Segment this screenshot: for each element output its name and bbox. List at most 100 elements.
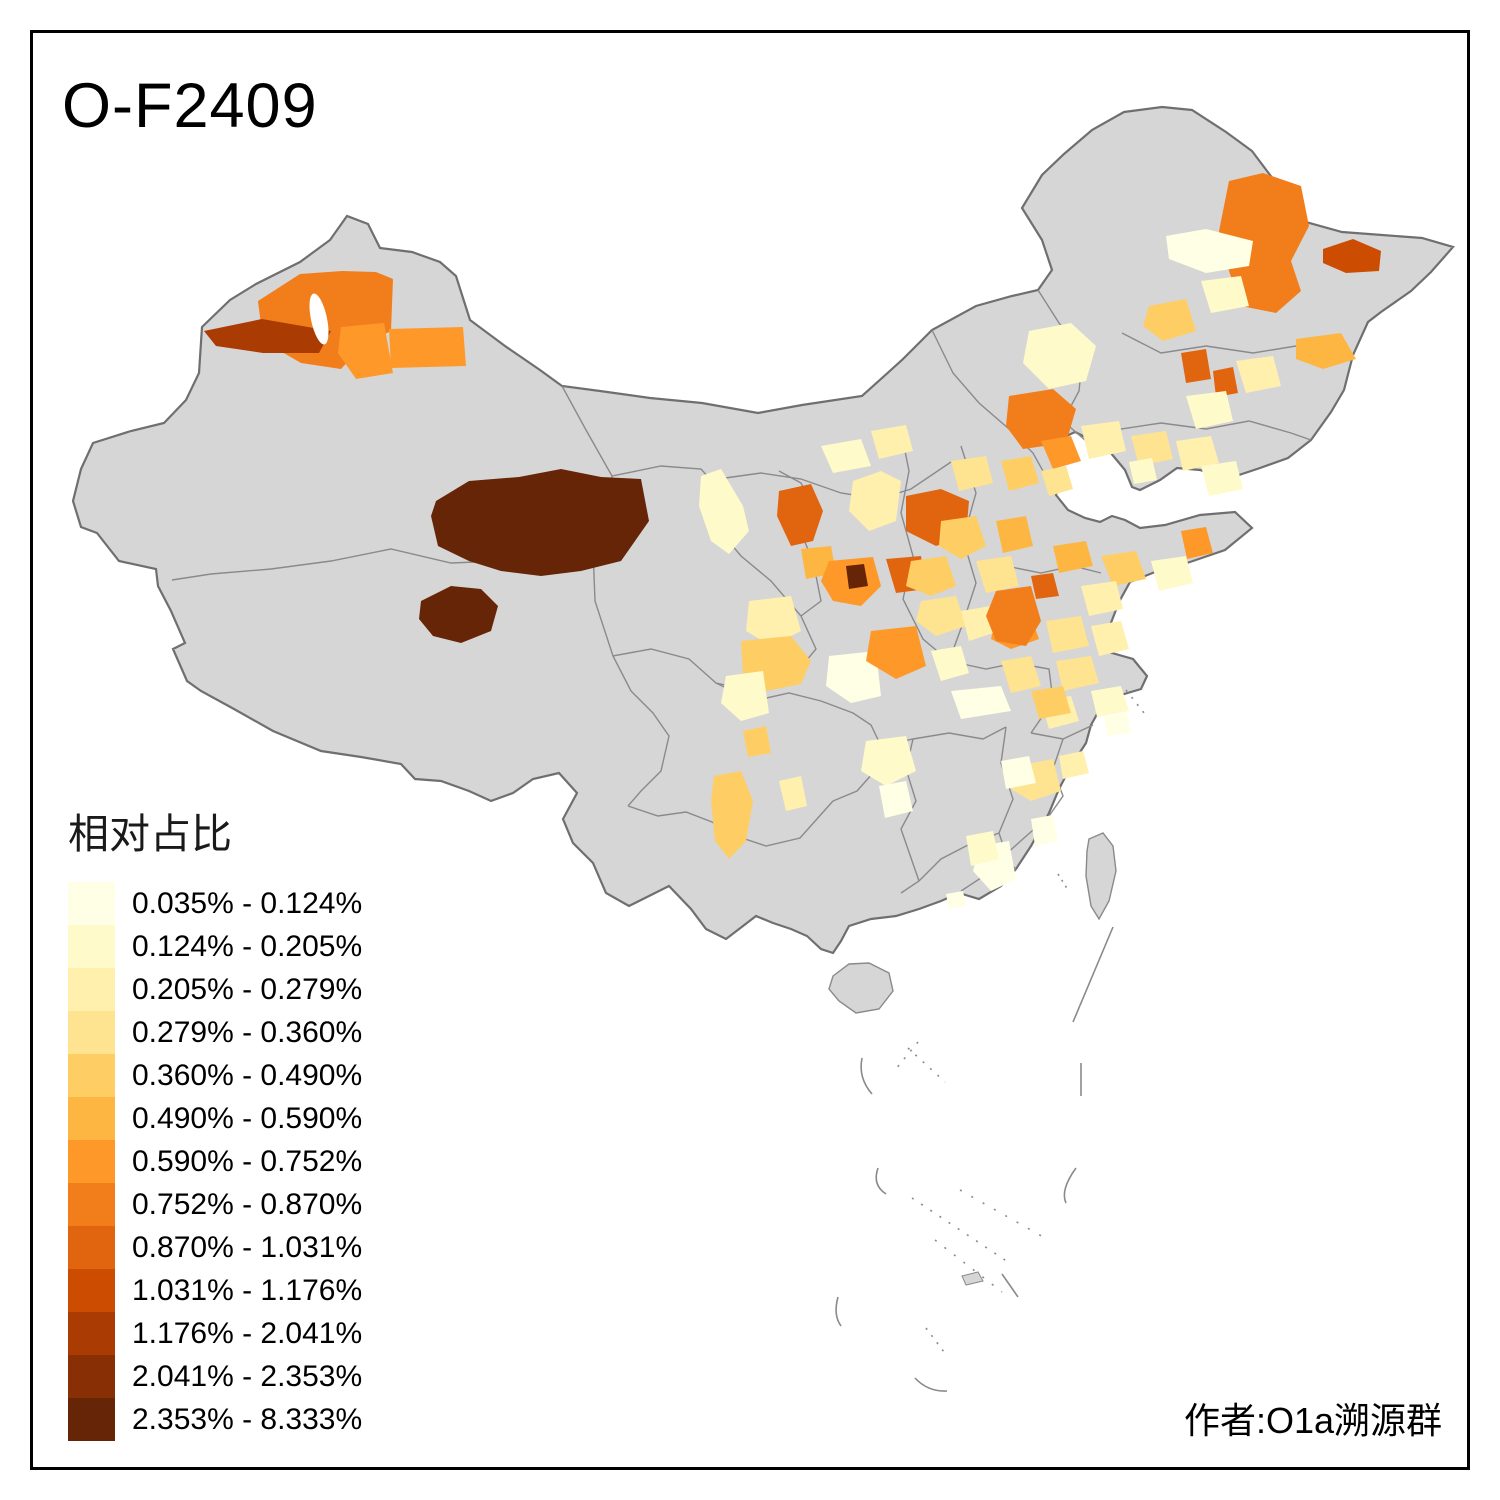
- map-region: [389, 327, 466, 368]
- map-region: [746, 596, 801, 646]
- legend-row: 0.490% - 0.590%: [68, 1097, 362, 1140]
- map-region: [1176, 436, 1219, 471]
- legend-label: 0.360% - 0.490%: [132, 1058, 363, 1092]
- map-region: [699, 469, 749, 554]
- legend-label: 0.124% - 0.205%: [132, 929, 363, 963]
- map-region: [338, 323, 393, 379]
- map-region: [1081, 581, 1123, 616]
- map-region: [419, 586, 498, 643]
- map-region: [1129, 458, 1157, 484]
- legend: 相对占比 0.035% - 0.124% 0.124% - 0.205% 0.2…: [68, 800, 362, 1441]
- legend-swatch: [68, 1312, 115, 1355]
- south-china-sea-islands: [835, 689, 1149, 1392]
- province-border: [1005, 565, 1102, 574]
- map-region: [906, 556, 956, 596]
- legend-label: 0.490% - 0.590%: [132, 1101, 363, 1135]
- map-region: [431, 469, 649, 576]
- legend-row: 0.360% - 0.490%: [68, 1054, 362, 1097]
- province-border: [1085, 420, 1312, 442]
- province-border: [612, 655, 670, 807]
- map-region: [1131, 431, 1173, 466]
- map-region: [1031, 573, 1059, 599]
- coast-sketch-line: [835, 1296, 842, 1327]
- legend-swatch: [68, 968, 115, 1011]
- map-region: [1041, 466, 1073, 496]
- map-region: [846, 564, 868, 589]
- map-region: [711, 771, 753, 859]
- map-title: O-F2409: [62, 71, 318, 141]
- china-mainland: [71, 105, 1455, 955]
- map-region: [1323, 239, 1381, 273]
- coast-sketch-line: [914, 1377, 948, 1392]
- legend-row: 2.041% - 2.353%: [68, 1355, 362, 1398]
- province-border: [931, 329, 1054, 490]
- islet-chain: [894, 1041, 919, 1071]
- islet-chain: [959, 1189, 1046, 1239]
- legend-swatch: [68, 1054, 115, 1097]
- map-region: [871, 425, 913, 459]
- map-region: [1151, 556, 1193, 591]
- legend-row: 0.279% - 0.360%: [68, 1011, 362, 1054]
- coast-sketch-line: [1001, 1273, 1019, 1298]
- province-border: [715, 682, 882, 802]
- islet-chain: [925, 1327, 945, 1353]
- legend-label: 2.041% - 2.353%: [132, 1359, 363, 1393]
- legend-swatch: [68, 1355, 115, 1398]
- map-region: [1053, 541, 1093, 573]
- map-region: [1101, 551, 1146, 586]
- legend-row: 0.205% - 0.279%: [68, 968, 362, 1011]
- map-region: [946, 891, 966, 909]
- map-region: [1046, 616, 1089, 653]
- map-region: [1031, 815, 1058, 846]
- province-border: [900, 430, 950, 662]
- map-region: [1201, 461, 1243, 496]
- map-region: [1091, 621, 1129, 656]
- map-region: [966, 831, 999, 866]
- map-region: [849, 471, 901, 531]
- legend-row: 0.124% - 0.205%: [68, 925, 362, 968]
- legend-label: 0.752% - 0.870%: [132, 1187, 363, 1221]
- map-region: [1081, 421, 1126, 459]
- map-region: [1213, 367, 1238, 397]
- legend-label: 1.031% - 1.176%: [132, 1273, 363, 1307]
- map-region: [1143, 299, 1196, 341]
- legend-swatch: [68, 1011, 115, 1054]
- legend-label: 0.870% - 1.031%: [132, 1230, 363, 1264]
- legend-label: 0.035% - 0.124%: [132, 886, 363, 920]
- map-region: [916, 596, 966, 636]
- colored-regions: [204, 173, 1381, 909]
- map-region: [1031, 686, 1071, 719]
- legend-row: 0.752% - 0.870%: [68, 1183, 362, 1226]
- map-region: [879, 781, 913, 818]
- map-region: [743, 726, 771, 757]
- map-region: [1236, 356, 1281, 393]
- map-region: [1001, 756, 1036, 789]
- map-region: [1186, 391, 1233, 429]
- map-region: [204, 319, 331, 353]
- map-region: [1001, 456, 1039, 491]
- map-region: [1001, 656, 1041, 693]
- legend-row: 0.035% - 0.124%: [68, 882, 362, 925]
- legend-row: 0.590% - 0.752%: [68, 1140, 362, 1183]
- map-region: [1166, 229, 1253, 273]
- province-border: [717, 461, 952, 500]
- map-region: [866, 626, 926, 679]
- lake: [309, 293, 329, 345]
- map-region: [951, 456, 993, 491]
- legend-swatch: [68, 1183, 115, 1226]
- islet-chain: [911, 1197, 1009, 1263]
- legend-swatch: [68, 1269, 115, 1312]
- map-region: [1181, 349, 1211, 383]
- legend-swatch: [68, 1398, 115, 1441]
- map-region: [951, 686, 1011, 719]
- map-region: [939, 516, 986, 559]
- coast-sketch-line: [1072, 926, 1114, 1023]
- legend-row: 0.870% - 1.031%: [68, 1226, 362, 1269]
- map-region: [821, 439, 871, 473]
- map-region: [1296, 333, 1356, 369]
- coast-sketch-line: [1063, 1167, 1077, 1204]
- hainan-island: [828, 962, 894, 1014]
- map-region: [1181, 527, 1213, 559]
